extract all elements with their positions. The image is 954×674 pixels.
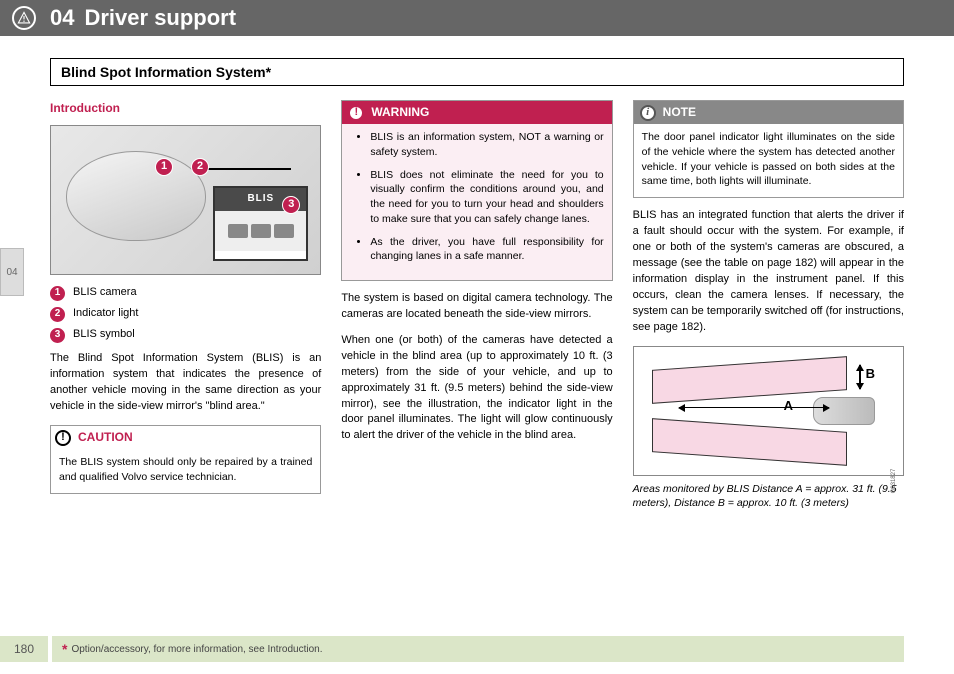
paragraph: BLIS has an integrated function that ale… <box>633 208 904 336</box>
paragraph: The Blind Spot Information System (BLIS)… <box>50 351 321 415</box>
caution-icon: ! <box>55 430 71 446</box>
info-icon: i <box>640 105 656 121</box>
warning-body: BLIS is an information system, NOT a war… <box>342 124 611 280</box>
legend-item: 3 BLIS symbol <box>50 327 321 343</box>
footnote: * Option/accessory, for more information… <box>52 636 904 662</box>
warning-label: WARNING <box>371 104 429 121</box>
legend-text: BLIS camera <box>73 285 137 301</box>
note-box: i NOTE The door panel indicator light il… <box>633 100 904 198</box>
page-number: 180 <box>0 636 48 662</box>
paragraph: When one (or both) of the cameras have d… <box>341 333 612 445</box>
warning-icon: ! <box>348 105 364 121</box>
legend-badge: 2 <box>50 307 65 322</box>
arrow-b <box>859 365 861 389</box>
label-b: B <box>866 365 875 384</box>
warning-triangle-icon <box>12 6 36 30</box>
column-1: Introduction 1 2 BLIS 3 1 BLIS camera 2 In… <box>50 100 321 511</box>
content-columns: Introduction 1 2 BLIS 3 1 BLIS camera 2 In… <box>0 86 954 511</box>
legend-text: BLIS symbol <box>73 327 135 343</box>
legend-item: 1 BLIS camera <box>50 285 321 301</box>
zone-figure: A B G031827 <box>633 346 904 476</box>
legend-badge: 3 <box>50 328 65 343</box>
legend-item: 2 Indicator light <box>50 306 321 322</box>
badge-2: 2 <box>191 158 209 176</box>
chapter-title: Driver support <box>84 5 236 30</box>
side-tab: 04 <box>0 248 24 296</box>
figure-code: G031827 <box>890 469 899 494</box>
label-a: A <box>784 397 793 416</box>
footer: 180 * Option/accessory, for more informa… <box>0 636 954 662</box>
caution-body: The BLIS system should only be repaired … <box>51 449 320 492</box>
legend-list: 1 BLIS camera 2 Indicator light 3 BLIS symb… <box>50 285 321 343</box>
warning-box: ! WARNING BLIS is an information system,… <box>341 100 612 281</box>
callout-line <box>201 168 291 170</box>
footnote-star: * <box>62 641 67 657</box>
column-2: ! WARNING BLIS is an information system,… <box>341 100 612 511</box>
blis-cars-icon <box>215 211 306 251</box>
note-label: NOTE <box>663 104 696 121</box>
column-3: i NOTE The door panel indicator light il… <box>633 100 904 511</box>
header-text: 04 Driver support <box>50 5 236 31</box>
paragraph: The system is based on digital camera te… <box>341 291 612 323</box>
caution-header: ! CAUTION <box>51 426 320 449</box>
warning-item: As the driver, you have full responsibil… <box>370 235 603 264</box>
intro-heading: Introduction <box>50 100 321 117</box>
chapter-header: 04 Driver support <box>0 0 954 36</box>
note-header: i NOTE <box>634 101 903 124</box>
figure-caption: Areas monitored by BLIS Distance A = app… <box>633 482 904 511</box>
footnote-text: Option/accessory, for more information, … <box>71 644 322 655</box>
caution-box: ! CAUTION The BLIS system should only be… <box>50 425 321 494</box>
mirror-shape <box>66 151 206 241</box>
warning-list: BLIS is an information system, NOT a war… <box>350 130 603 264</box>
chapter-number: 04 <box>50 5 74 30</box>
legend-text: Indicator light <box>73 306 138 322</box>
section-title: Blind Spot Information System* <box>50 58 904 86</box>
note-body: The door panel indicator light illuminat… <box>634 124 903 197</box>
warning-item: BLIS is an information system, NOT a war… <box>370 130 603 159</box>
warning-item: BLIS does not eliminate the need for you… <box>370 168 603 227</box>
arrow-a <box>679 407 829 409</box>
mirror-figure: 1 2 BLIS 3 <box>50 125 321 275</box>
zone-upper <box>652 356 847 404</box>
warning-header: ! WARNING <box>342 101 611 124</box>
zone-lower <box>652 418 847 466</box>
legend-badge: 1 <box>50 286 65 301</box>
caution-label: CAUTION <box>78 429 133 446</box>
